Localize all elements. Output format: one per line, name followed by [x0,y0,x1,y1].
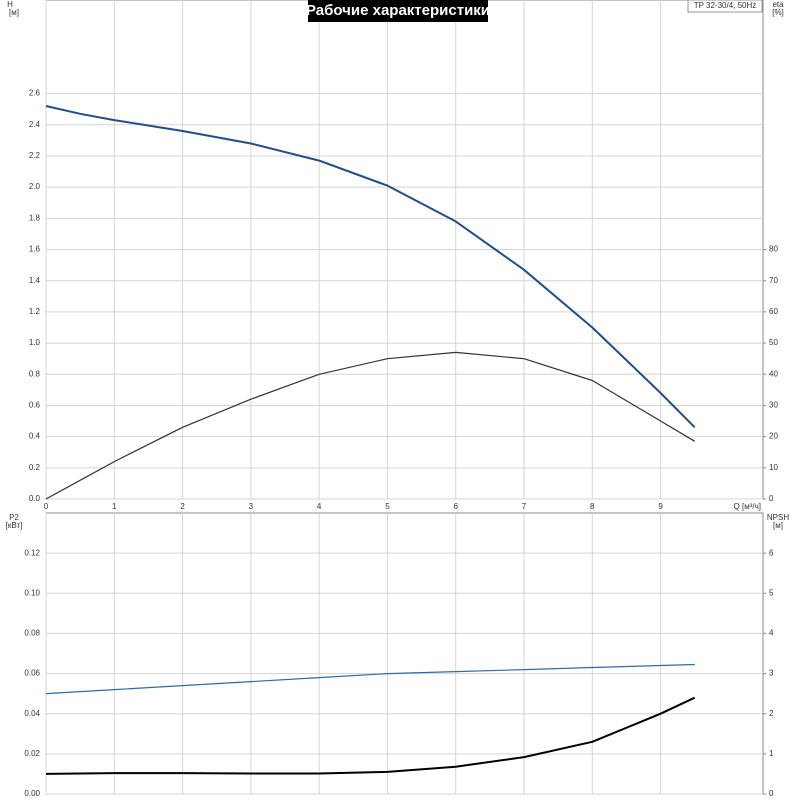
y2-tick-label: 70 [769,276,778,285]
y-tick-label: 0.04 [24,709,40,718]
x-tick-label: 3 [249,502,254,511]
y-tick-label: 2.0 [29,182,41,191]
x-tick-label: 0 [44,502,49,511]
y2-axis-unit: [%] [772,8,784,17]
y2-tick-label: 2 [769,709,774,718]
y2-tick-label: 10 [769,463,778,472]
y2-tick-label: 3 [769,669,774,678]
x-tick-label: 5 [385,502,390,511]
title-box [308,0,488,22]
x-tick-label: 8 [590,502,595,511]
y-tick-label: 1.0 [29,338,41,347]
y-tick-label: 2.4 [29,120,41,129]
y-axis-label: H [7,0,13,9]
y-tick-label: 0.8 [29,369,41,378]
subtitle-box [687,0,763,13]
y-tick-label: 1.8 [29,213,41,222]
y2-tick-label: 30 [769,401,778,410]
series-line [45,696,696,775]
y2-tick-label: 4 [769,629,774,638]
y-axis-label: P2 [9,513,19,522]
plot-frame [45,512,764,795]
y2-tick-label: 5 [769,588,774,597]
y-tick-label: 0.10 [24,588,40,597]
y-tick-label: 0.06 [24,669,40,678]
x-tick-label: 6 [453,502,458,511]
series-line [45,105,696,429]
y2-tick-label: 1 [769,749,774,758]
y2-axis-label: eta [772,0,784,9]
x-tick-label: 7 [522,502,527,511]
y2-tick-label: 0 [769,494,774,503]
y-tick-label: 0.6 [29,401,41,410]
y-tick-label: 0.00 [24,789,40,798]
y-tick-label: 1.4 [29,276,41,285]
y2-tick-label: 80 [769,245,778,254]
y2-tick-label: 60 [769,307,778,316]
y-tick-label: 1.2 [29,307,41,316]
chart-title: Рабочие характеристики [306,2,490,19]
y-tick-label: 0.08 [24,629,40,638]
x-tick-label: 9 [658,502,663,511]
y-tick-label: 2.2 [29,151,41,160]
y2-axis-label: NPSH [767,513,789,522]
series-line [45,351,696,500]
y2-axis-unit: [м] [773,521,783,530]
y-tick-label: 1.6 [29,245,41,254]
y-tick-label: 0.4 [29,432,41,441]
y-tick-label: 0.0 [29,494,41,503]
x-tick-label: 4 [317,502,322,511]
y2-tick-label: 50 [769,338,778,347]
y2-tick-label: 20 [769,432,778,441]
y-tick-label: 0.02 [24,749,40,758]
y-axis-unit: [м] [9,8,19,17]
series-line [45,663,695,695]
y2-tick-label: 6 [769,548,774,557]
y-tick-label: 0.2 [29,463,41,472]
y2-tick-label: 0 [769,789,774,798]
y-tick-label: 2.6 [29,89,41,98]
y-tick-label: 0.12 [24,548,40,557]
x-axis-label: Q [м³/ч] [734,502,761,511]
x-tick-label: 1 [112,502,117,511]
chart-subtitle: TP 32-30/4, 50Hz [694,1,757,10]
y-axis-unit: [кВт] [6,521,23,530]
x-tick-label: 2 [180,502,185,511]
y2-tick-label: 40 [769,369,778,378]
